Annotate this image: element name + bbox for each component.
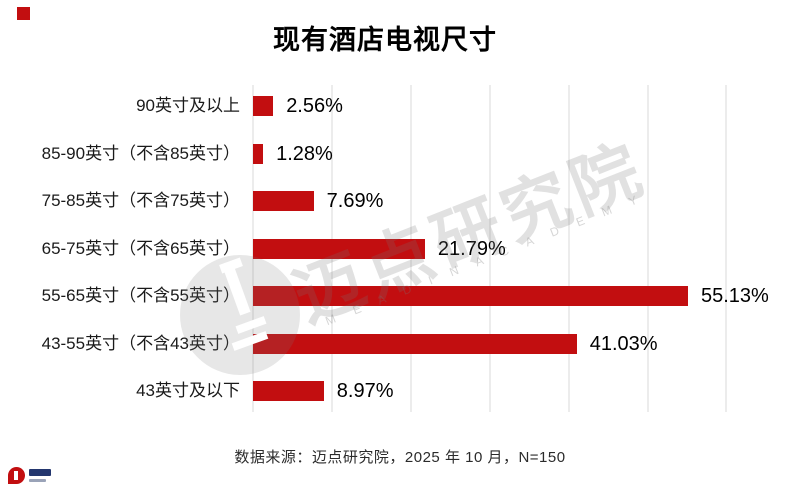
bar — [253, 96, 274, 116]
data-source-note: 数据来源：迈点研究院，2025 年 10 月，N=150 — [234, 449, 566, 466]
bar — [253, 286, 688, 306]
logo-pin-detail — [14, 471, 18, 480]
bar — [253, 381, 324, 401]
category-label: 65-75英寸（不含65英寸） — [41, 238, 240, 258]
logo-pin-icon — [8, 467, 25, 484]
category-label: 85-90英寸（不含85英寸） — [41, 143, 240, 163]
bar — [253, 191, 314, 211]
value-label: 21.79% — [437, 237, 506, 260]
gridline — [567, 85, 570, 412]
logo-subtext-block — [29, 479, 46, 482]
gridline — [646, 85, 649, 412]
category-label: 75-85英寸（不含75英寸） — [41, 191, 240, 210]
value-label: 7.69% — [326, 190, 384, 212]
brand-red-square-icon — [17, 7, 30, 20]
chart-title: 现有酒店电视尺寸 — [273, 25, 497, 55]
logo-wordmark-block — [29, 469, 51, 476]
value-label: 55.13% — [700, 285, 769, 307]
gridline — [488, 85, 491, 412]
category-label: 43-55英寸（不含43英寸） — [41, 333, 240, 353]
meadin-logo-icon — [8, 466, 56, 486]
bar — [253, 238, 425, 259]
value-label: 8.97% — [336, 380, 394, 402]
bar — [253, 143, 264, 164]
value-label: 41.03% — [589, 332, 658, 355]
category-label: 55-65英寸（不含55英寸） — [41, 286, 240, 305]
category-label: 90英寸及以上 — [136, 96, 240, 115]
category-label: 43英寸及以下 — [136, 381, 240, 400]
value-label: 2.56% — [286, 95, 343, 117]
value-label: 1.28% — [276, 142, 333, 165]
bar — [253, 333, 577, 354]
gridline — [725, 85, 728, 412]
